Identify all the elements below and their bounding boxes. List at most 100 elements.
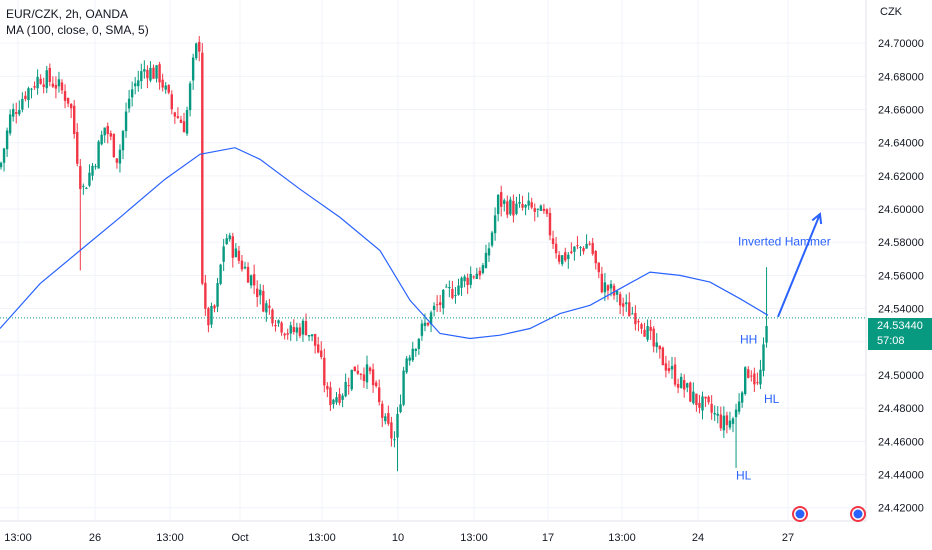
candle-body <box>472 276 475 278</box>
candle-body <box>115 158 119 163</box>
candle-body <box>33 86 36 88</box>
candle-body <box>661 347 665 366</box>
candle-body <box>18 109 21 115</box>
candle-body <box>707 396 710 403</box>
chart-legend[interactable]: EUR/CZK, 2h, OANDA MA (100, close, 0, SM… <box>6 6 149 38</box>
candle-body <box>734 409 738 418</box>
candle-body <box>384 416 387 422</box>
candle-body <box>451 288 454 299</box>
candle-body <box>417 338 421 349</box>
candle-body <box>332 399 335 405</box>
candle-body <box>48 68 51 82</box>
candle-body <box>289 325 292 334</box>
candle-body <box>365 364 369 383</box>
currency-label[interactable]: CZK <box>880 6 902 18</box>
candle-body <box>243 266 247 269</box>
candle-body <box>310 334 314 337</box>
candle-body <box>252 274 256 286</box>
candle-body <box>182 121 186 133</box>
candle-body <box>292 326 295 333</box>
candle-body <box>301 320 305 335</box>
candle-body <box>350 369 353 390</box>
indicator-label[interactable]: MA (100, close, 0, SMA, 5) <box>6 23 149 37</box>
candle-body <box>393 439 396 441</box>
candle-body <box>765 326 768 343</box>
candle-body <box>658 345 661 350</box>
candle-body <box>460 277 463 288</box>
candle-body <box>234 248 238 258</box>
candle-body <box>493 215 497 234</box>
candle-body <box>106 125 109 135</box>
candle-body <box>249 275 253 286</box>
candle-body <box>667 368 671 371</box>
candle-body <box>396 413 399 438</box>
price-tick-label: 24.48000 <box>878 403 924 415</box>
candle-body <box>228 235 231 240</box>
candle-body <box>225 238 228 245</box>
candle-body <box>60 82 64 91</box>
candle-body <box>722 415 726 431</box>
candle-body <box>704 396 707 399</box>
candle-body <box>423 322 427 326</box>
candle-body <box>66 97 70 104</box>
candle-body <box>478 270 482 276</box>
price-tick-label: 24.70000 <box>878 38 924 50</box>
candle-body <box>567 254 570 259</box>
candle-body <box>27 88 30 101</box>
candle-body <box>539 205 543 211</box>
candle-body <box>503 200 506 204</box>
candle-body <box>573 246 576 252</box>
candle-body <box>554 243 558 254</box>
candle-body <box>414 349 417 351</box>
candle-body <box>5 130 9 150</box>
price-tick-label: 24.66000 <box>878 105 924 117</box>
event-icon-dividend[interactable] <box>792 506 808 522</box>
candle-body <box>262 291 265 312</box>
candle-body <box>143 69 146 72</box>
price-axis[interactable]: 24.42000 24.44000 24.46000 24.48000 24.50000… <box>878 38 924 515</box>
candle-body <box>73 105 76 135</box>
candle-body <box>45 70 48 89</box>
price-tick-label: 24.42000 <box>878 503 924 515</box>
candle-body <box>634 312 637 325</box>
time-tick-label: 24 <box>692 532 704 544</box>
time-tick-label: 27 <box>782 532 794 544</box>
event-icon-earnings[interactable] <box>850 506 866 522</box>
candle-body <box>429 312 433 325</box>
time-axis[interactable]: 13:00 26 13:00 Oct 13:00 10 13:00 17 13:00 24 27 <box>4 532 794 544</box>
candle-body <box>753 373 756 385</box>
candle-body <box>39 78 42 84</box>
candle-body <box>640 324 643 329</box>
candle-body <box>195 43 198 59</box>
symbol-label[interactable]: EUR/CZK, 2h, OANDA <box>6 7 129 21</box>
candle-body <box>475 273 478 280</box>
candle-body <box>548 212 552 236</box>
price-tick-label: 24.50000 <box>878 370 924 382</box>
candle-body <box>628 302 631 317</box>
last-price-value: 24.53440 <box>877 320 923 332</box>
candle-body <box>100 134 103 145</box>
annotation-label: HL <box>764 392 780 406</box>
candle-body <box>378 387 381 403</box>
candle-body <box>265 303 268 313</box>
candle-body <box>381 403 384 418</box>
candle-body <box>326 385 329 390</box>
candle-body <box>188 83 192 111</box>
candle-body <box>405 358 408 373</box>
candle-body <box>561 255 564 265</box>
candle-body <box>179 119 183 123</box>
candle-body <box>530 202 533 208</box>
candle-body <box>356 370 360 374</box>
candle-body <box>317 344 320 353</box>
candle-body <box>759 369 762 385</box>
candle-body <box>88 172 91 186</box>
candle-body <box>338 394 341 403</box>
candle-body <box>320 350 323 357</box>
candle-body <box>524 204 527 208</box>
last-price-tag: 24.53440 57:08 <box>868 318 932 350</box>
candle-body <box>698 403 701 408</box>
candle-body <box>36 76 39 89</box>
candle-body <box>304 321 308 336</box>
candle-body <box>201 52 204 284</box>
